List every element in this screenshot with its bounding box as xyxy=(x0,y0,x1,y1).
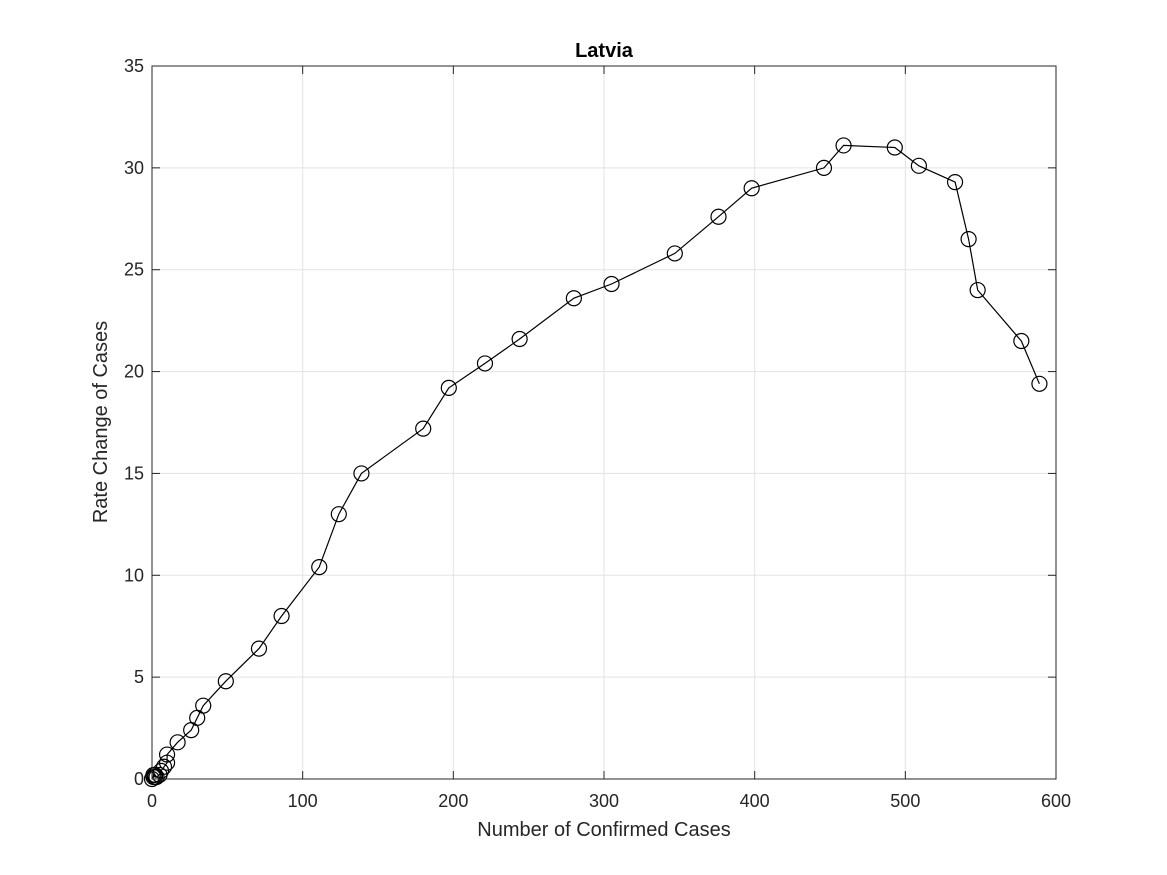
data-point xyxy=(960,231,977,248)
y-axis-ticks: 0 5 10 15 20 25 30 35 xyxy=(124,56,1056,789)
data-point xyxy=(152,762,170,779)
data-point xyxy=(158,754,176,771)
x-tick-label: 100 xyxy=(288,791,318,811)
x-axis-ticks: 0 100 200 300 400 500 600 xyxy=(147,66,1071,811)
y-tick-label: 35 xyxy=(124,56,144,76)
data-point xyxy=(250,640,268,657)
data-point xyxy=(511,330,528,348)
y-tick-label: 30 xyxy=(124,158,144,178)
data-point xyxy=(415,420,432,437)
y-axis-label: Rate Change of Cases xyxy=(90,321,112,523)
x-tick-label: 0 xyxy=(147,791,157,811)
data-point xyxy=(835,137,852,154)
data-point xyxy=(353,465,370,482)
y-tick-label: 5 xyxy=(134,667,144,687)
data-point xyxy=(946,174,964,191)
x-tick-label: 300 xyxy=(589,791,619,811)
chart-title: Latvia xyxy=(575,40,634,62)
x-tick-label: 400 xyxy=(740,791,770,811)
data-point xyxy=(710,208,727,225)
data-point xyxy=(910,157,927,174)
y-tick-label: 20 xyxy=(124,362,144,382)
x-tick-label: 600 xyxy=(1041,791,1071,811)
data-point xyxy=(603,275,620,293)
data-point xyxy=(565,290,582,307)
data-point xyxy=(969,281,986,299)
data-point xyxy=(195,697,212,714)
data-point xyxy=(330,506,347,523)
data-point xyxy=(158,746,176,763)
y-tick-label: 15 xyxy=(124,463,144,483)
x-tick-label: 200 xyxy=(438,791,468,811)
data-point xyxy=(440,379,457,396)
y-tick-label: 0 xyxy=(134,769,144,789)
data-point xyxy=(311,559,328,576)
data-point xyxy=(886,139,903,156)
data-point xyxy=(155,758,173,775)
data-point xyxy=(169,734,186,751)
x-axis-label: Number of Confirmed Cases xyxy=(477,819,730,841)
data-point xyxy=(273,607,290,625)
data-point xyxy=(666,245,683,262)
data-point xyxy=(1031,375,1048,392)
data-point xyxy=(743,180,760,197)
y-tick-label: 25 xyxy=(124,260,144,280)
data-point xyxy=(476,355,494,372)
x-tick-label: 500 xyxy=(890,791,920,811)
data-point xyxy=(815,159,833,176)
y-tick-label: 10 xyxy=(124,565,144,585)
data-point xyxy=(1013,332,1030,350)
data-point xyxy=(217,673,234,690)
